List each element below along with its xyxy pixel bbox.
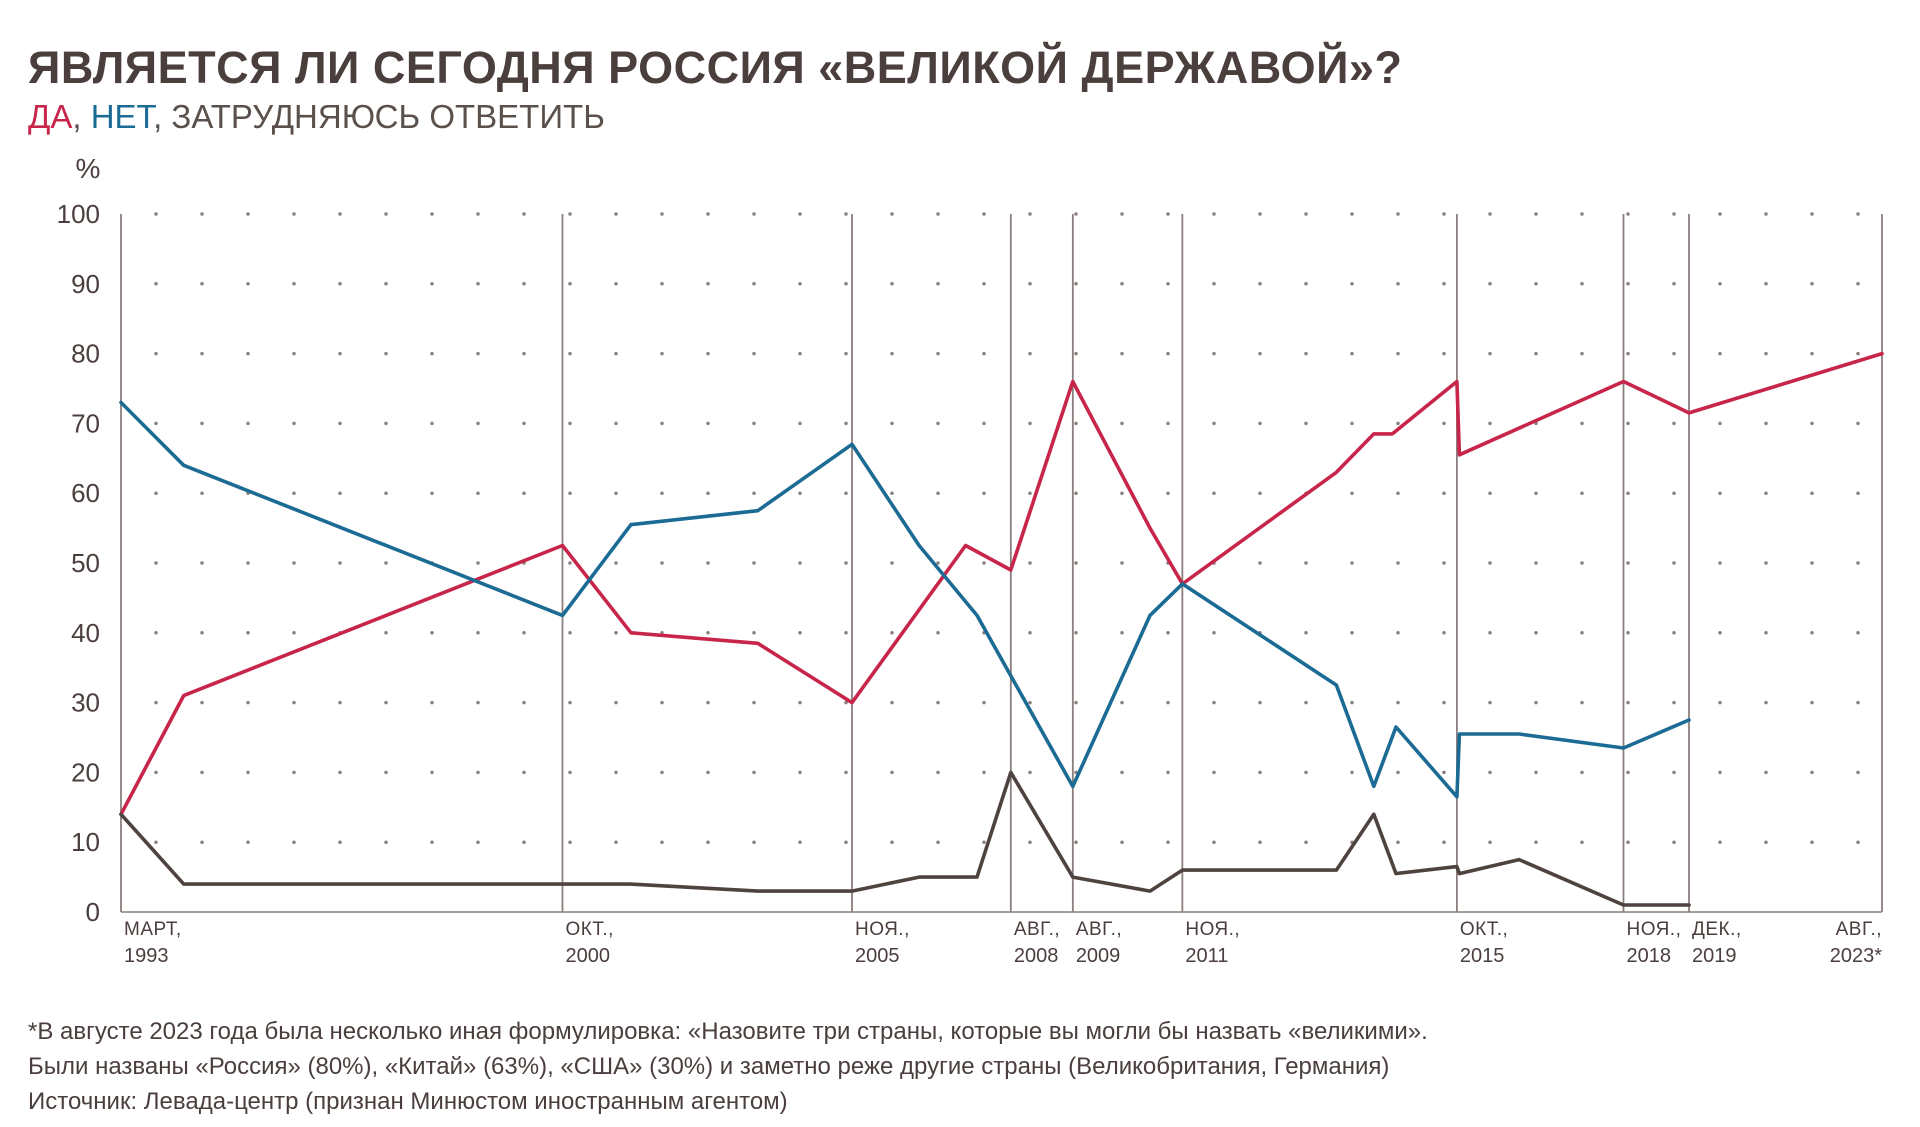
date-marker-month: АВГ., xyxy=(1076,919,1122,940)
date-marker-year: 2009 xyxy=(1076,945,1121,967)
series-yes-line xyxy=(119,351,1884,817)
y-tick-label: 80 xyxy=(71,339,100,369)
y-tick-label: 70 xyxy=(71,408,100,438)
y-tick-label: 50 xyxy=(71,548,100,578)
date-marker-year: 2000 xyxy=(565,945,610,967)
legend-no: НЕТ xyxy=(90,98,154,135)
legend-sep: , xyxy=(72,98,91,135)
y-axis-unit: % xyxy=(76,153,101,184)
y-tick-label: 40 xyxy=(71,618,100,648)
footnote-source: Источник: Левада-центр (признан Минюстом… xyxy=(28,1088,788,1115)
y-tick-label: 30 xyxy=(71,688,100,718)
legend-hard: , ЗАТРУДНЯЮСЬ ОТВЕТИТЬ xyxy=(153,98,605,135)
date-marker-month: НОЯ., xyxy=(855,919,910,940)
footnote-countries: Были названы «Россия» (80%), «Китай» (63… xyxy=(28,1053,1390,1080)
date-marker-month: ОКТ., xyxy=(565,919,613,940)
date-marker-year: 2005 xyxy=(855,945,900,967)
date-marker-year: 1993 xyxy=(124,945,169,967)
y-tick-label: 20 xyxy=(71,757,100,787)
date-marker-month: АВГ., xyxy=(1014,919,1060,940)
date-marker-month: ДЕК., xyxy=(1692,919,1742,940)
chart-title: ЯВЛЯЕТСЯ ЛИ СЕГОДНЯ РОССИЯ «ВЕЛИКОЙ ДЕРЖ… xyxy=(28,42,1403,93)
series-hard-line xyxy=(119,770,1691,907)
y-tick-label: 100 xyxy=(57,199,100,229)
date-marker-month: НОЯ., xyxy=(1185,919,1240,940)
date-marker-year: 2019 xyxy=(1692,945,1737,967)
date-marker-year: 2023* xyxy=(1830,945,1882,967)
y-tick-label: 10 xyxy=(71,827,100,857)
date-marker-year: 2011 xyxy=(1185,945,1228,967)
chart-subtitle: ДА, НЕТ, ЗАТРУДНЯЮСЬ ОТВЕТИТЬ xyxy=(28,98,605,136)
y-tick-label: 0 xyxy=(86,897,100,927)
date-marker-year: 2008 xyxy=(1014,945,1058,967)
date-marker-year: 2015 xyxy=(1460,945,1505,967)
series-no-line xyxy=(119,400,1691,799)
date-marker-year: 2018 xyxy=(1626,945,1671,967)
date-marker-month: АВГ., xyxy=(1836,919,1882,940)
legend-yes: ДА xyxy=(28,98,73,135)
y-tick-label: 90 xyxy=(71,269,100,299)
y-tick-label: 60 xyxy=(71,478,100,508)
date-marker-month: ОКТ., xyxy=(1460,919,1508,940)
date-marker-month: МАРТ, xyxy=(124,919,182,940)
footnote-asterisk: *В августе 2023 года была несколько иная… xyxy=(28,1018,1428,1045)
date-marker-month: НОЯ., xyxy=(1626,919,1681,940)
